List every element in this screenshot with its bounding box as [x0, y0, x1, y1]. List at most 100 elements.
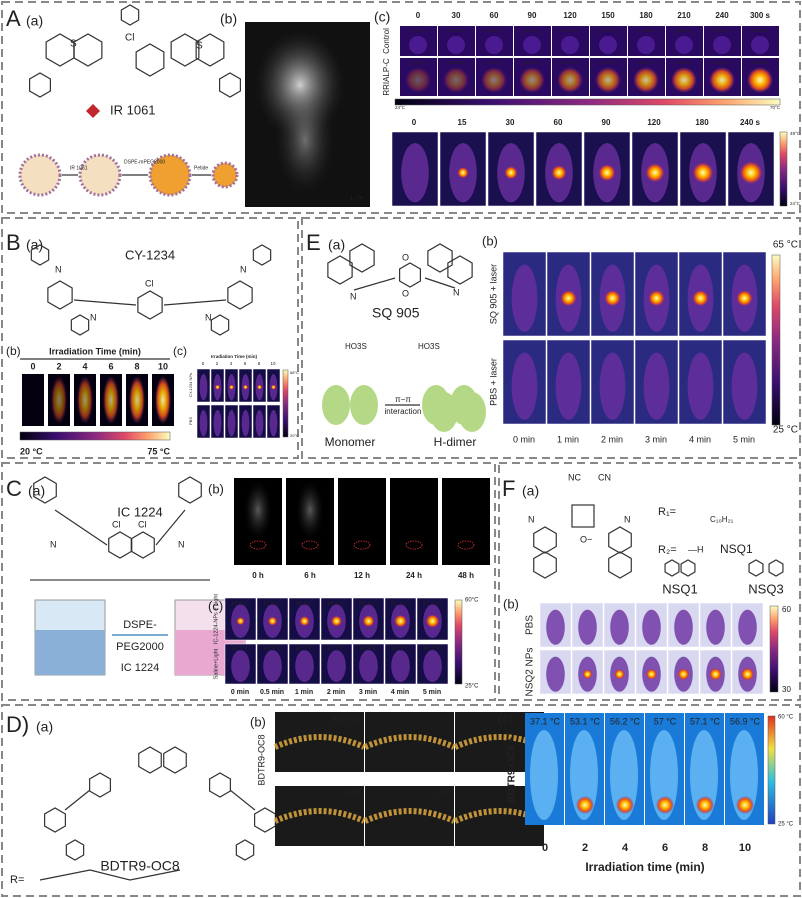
label: F	[502, 476, 515, 501]
label: 1 min	[295, 689, 313, 696]
hot-spot	[677, 668, 690, 681]
panel-c-border	[1, 462, 496, 701]
glow	[244, 480, 272, 540]
label: 240 s	[740, 118, 761, 127]
hot-spot	[739, 161, 763, 185]
label: 28.05°C	[676, 28, 693, 33]
label: 6	[244, 361, 247, 366]
chem-ring	[219, 72, 241, 98]
label: 6 h	[441, 716, 451, 723]
label: 68°C	[290, 370, 299, 375]
chem-ring	[768, 559, 784, 577]
dish	[633, 67, 659, 93]
label: 30	[506, 118, 515, 127]
label: 5 min	[733, 434, 755, 444]
butterfly-wing	[458, 392, 486, 432]
label: 90	[602, 118, 611, 127]
label: R₂=	[658, 544, 677, 556]
chem-ring	[89, 772, 111, 798]
label: beginning	[331, 716, 361, 723]
diamond	[86, 104, 100, 118]
nanoparticle	[148, 153, 192, 197]
label: CY-1234 NPs	[188, 373, 193, 397]
mouse-body	[570, 730, 598, 820]
chem-ring	[70, 314, 90, 336]
hot-spot	[614, 668, 625, 680]
label: 5 min	[423, 689, 441, 696]
label: BDTR9-OC8	[256, 734, 266, 785]
label: 42.8°C	[263, 602, 282, 608]
label: 8	[702, 842, 708, 854]
chem-bond	[424, 277, 456, 289]
label: 75 °C	[147, 446, 170, 456]
label: Cl	[112, 519, 121, 529]
label: (c)	[173, 344, 187, 358]
ultrasound-band	[273, 734, 366, 750]
label: 24°C	[395, 105, 406, 110]
hot-spot	[103, 376, 119, 424]
label: 1 cm	[350, 196, 363, 202]
label: 6	[108, 361, 113, 371]
label: 36.6°C	[391, 647, 410, 653]
label: 90	[528, 11, 537, 20]
label: 210	[677, 11, 691, 20]
label: 24°C	[790, 201, 801, 206]
mouse-body	[690, 730, 718, 820]
label: NSQ3	[748, 581, 783, 596]
label: (b)	[250, 714, 266, 729]
label: (b)	[6, 344, 21, 358]
mouse-body	[731, 352, 758, 420]
hot-spot	[51, 376, 67, 424]
dish	[443, 67, 469, 93]
label: 34.9°C	[263, 647, 282, 653]
chem-ring	[533, 526, 557, 554]
label: 150	[601, 11, 615, 20]
label: (c)	[374, 9, 390, 25]
mouse-body	[650, 730, 678, 820]
label: 48 h	[458, 571, 474, 580]
mouse-body	[706, 609, 725, 645]
label: π−π	[395, 395, 411, 404]
chem-ring	[399, 262, 421, 288]
dish	[481, 67, 507, 93]
label: O	[402, 288, 409, 298]
label: Control	[382, 28, 391, 54]
label: 53.1 °C	[570, 716, 601, 726]
hot-spot	[645, 163, 665, 183]
mouse-body	[255, 409, 264, 437]
mouse-body	[610, 609, 629, 645]
mouse-body	[391, 650, 410, 682]
hot-spot	[736, 290, 753, 307]
hot-spot	[582, 669, 593, 680]
chem-ring	[137, 290, 163, 320]
label: (a)	[36, 719, 53, 735]
label: N	[90, 312, 97, 322]
chem-ring	[235, 839, 255, 861]
label: 25.53°C	[448, 28, 465, 33]
dish	[747, 67, 773, 93]
chem-bond	[54, 509, 108, 546]
label: Cl	[138, 519, 147, 529]
label: 300 s	[750, 11, 771, 20]
label: 44.64°C	[600, 60, 617, 65]
hot-spot	[229, 384, 234, 390]
label: —H	[688, 544, 704, 554]
label: NSQ2 NPs	[525, 648, 536, 697]
label: PBS	[188, 417, 193, 425]
label: 48 h	[437, 790, 451, 797]
chem-ring	[608, 526, 632, 554]
mouse-body	[730, 730, 758, 820]
label: 65 °C	[773, 240, 798, 251]
label: 33.6°C	[231, 602, 250, 608]
chem-ring	[680, 559, 696, 577]
dish	[519, 67, 545, 93]
chem-ring	[664, 559, 680, 577]
hot-spot	[271, 384, 276, 390]
label: 20°C	[290, 433, 299, 438]
label: 27.85°C	[638, 28, 655, 33]
label: E	[306, 230, 321, 255]
label: 6	[662, 842, 668, 854]
hot-spot	[457, 167, 469, 179]
label: 33.12°C	[486, 60, 503, 65]
dish	[713, 36, 731, 54]
